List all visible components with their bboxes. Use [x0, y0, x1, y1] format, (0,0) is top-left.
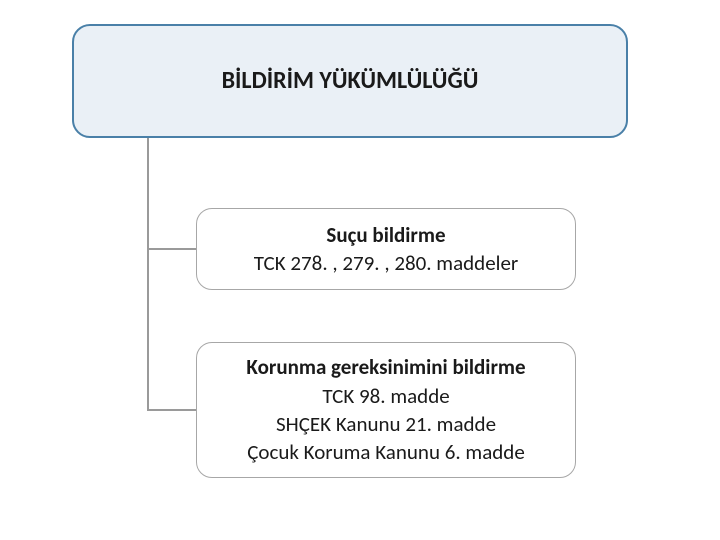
child-2-title: Korunma gereksinimini bildirme — [246, 353, 525, 381]
child-1-title: Suçu bildirme — [326, 221, 445, 249]
child-2-line-3: Çocuk Koruma Kanunu 6. madde — [247, 438, 525, 466]
child-node-2: Korunma gereksinimini bildirme TCK 98. m… — [196, 342, 576, 478]
child-1-line-1: TCK 278. , 279. , 280. maddeler — [254, 249, 519, 277]
connector-spine-vertical — [147, 138, 149, 410]
connector-to-child-1 — [147, 248, 196, 250]
root-node: BİLDİRİM YÜKÜMLÜLÜĞÜ — [72, 24, 628, 138]
connector-to-child-2 — [147, 409, 196, 411]
root-title: BİLDİRİM YÜKÜMLÜLÜĞÜ — [222, 65, 479, 97]
child-2-line-1: TCK 98. madde — [322, 382, 449, 410]
child-node-1: Suçu bildirme TCK 278. , 279. , 280. mad… — [196, 208, 576, 290]
child-2-line-2: SHÇEK Kanunu 21. madde — [276, 410, 496, 438]
